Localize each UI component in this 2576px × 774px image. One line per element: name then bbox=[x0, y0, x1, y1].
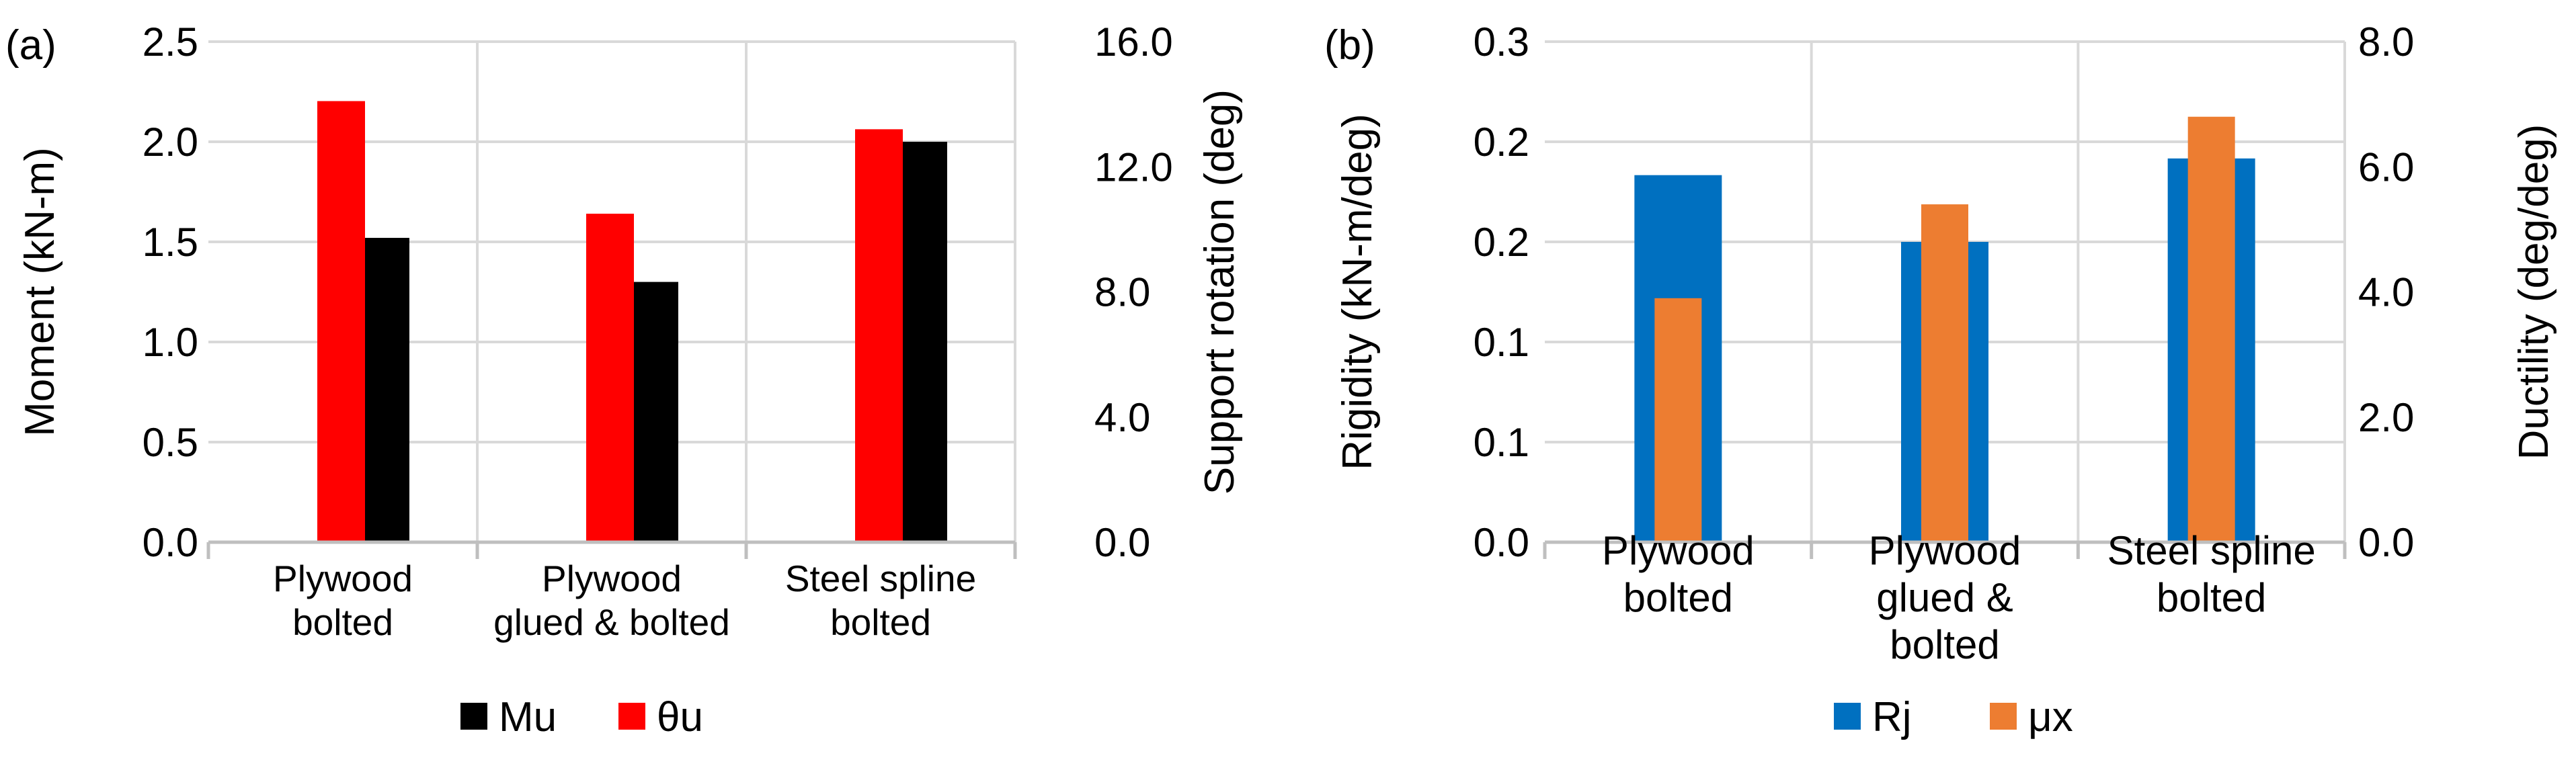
bar-θu-1 bbox=[317, 101, 365, 542]
x-tick-label: Plywood bbox=[273, 558, 413, 599]
y2-tick-label: 0.0 bbox=[2358, 520, 2414, 565]
y2-tick-label: 16.0 bbox=[1094, 19, 1173, 64]
y2-tick-label: 2.0 bbox=[2358, 395, 2414, 440]
y2-axis-title: Support rotation (deg) bbox=[1197, 89, 1243, 494]
x-tick-label: bolted bbox=[2157, 575, 2266, 620]
y2-tick-label: 6.0 bbox=[2358, 144, 2414, 189]
bar-μx-1 bbox=[1654, 298, 1702, 542]
legend-label-Mu: Mu bbox=[499, 694, 557, 740]
x-tick-label: Plywood bbox=[1869, 528, 2021, 573]
panel-label: (b) bbox=[1324, 22, 1375, 69]
y2-tick-label: 8.0 bbox=[1094, 270, 1150, 315]
y-tick-label: 0.0 bbox=[143, 520, 198, 565]
x-tick-label: bolted bbox=[292, 601, 393, 643]
y-tick-label: 0.0 bbox=[1474, 520, 1529, 565]
legend-swatch-μx bbox=[1990, 703, 2017, 730]
y-tick-label: 2.0 bbox=[143, 120, 198, 165]
x-tick-label: Steel spline bbox=[785, 558, 976, 599]
legend-label-μx: μx bbox=[2028, 694, 2073, 740]
y-axis-title: Moment (kN-m) bbox=[17, 147, 63, 437]
x-tick-label: bolted bbox=[830, 601, 931, 643]
y-tick-label: 0.3 bbox=[1474, 19, 1529, 64]
y-tick-label: 1.5 bbox=[143, 220, 198, 265]
bar-μx-3 bbox=[2187, 116, 2235, 542]
y-tick-label: 0.1 bbox=[1474, 420, 1529, 465]
panel-label: (a) bbox=[5, 22, 56, 69]
legend: Mu θu bbox=[460, 694, 703, 740]
legend-label-θu: θu bbox=[657, 694, 703, 740]
y-tick-label: 2.5 bbox=[143, 19, 198, 64]
x-tick-label: Plywood bbox=[1602, 528, 1755, 573]
y-tick-label: 0.2 bbox=[1474, 220, 1529, 265]
y2-tick-label: 12.0 bbox=[1094, 144, 1173, 189]
y-tick-label: 1.0 bbox=[143, 320, 198, 365]
x-tick-label: bolted bbox=[1623, 575, 1733, 620]
chart-panel-a: 0.0 0.5 1.0 1.5 2.0 2.5 0.0 4.0 8.0 12.0 16.0 Plywo… bbox=[5, 19, 1243, 740]
legend-swatch-θu bbox=[618, 703, 645, 730]
x-tick-label: bolted bbox=[1890, 622, 1999, 667]
x-tick-label: Plywood bbox=[542, 558, 682, 599]
bar-μx-2 bbox=[1921, 204, 1968, 542]
legend-swatch-Rj bbox=[1834, 703, 1861, 730]
bar-θu-3 bbox=[855, 129, 903, 542]
bar-θu-2 bbox=[586, 214, 634, 542]
y-tick-label: 0.1 bbox=[1474, 320, 1529, 365]
y-tick-label: 0.5 bbox=[143, 420, 198, 465]
x-tick-label: Steel spline bbox=[2107, 528, 2316, 573]
y2-tick-label: 8.0 bbox=[2358, 19, 2414, 64]
x-tick-label: glued & bolted bbox=[493, 601, 730, 643]
y2-tick-label: 0.0 bbox=[1094, 520, 1150, 565]
legend: Rj μx bbox=[1834, 694, 2073, 740]
chart-panel-b: 0.0 0.1 0.1 0.2 0.2 0.3 0.0 2.0 4.0 6.0 8.0 Plywood… bbox=[1324, 19, 2557, 740]
y2-tick-label: 4.0 bbox=[1094, 395, 1150, 440]
legend-label-Rj: Rj bbox=[1872, 694, 1912, 740]
legend-swatch-Mu bbox=[460, 703, 487, 730]
y-tick-label: 0.2 bbox=[1474, 120, 1529, 165]
y-axis-title: Rigidity (kN-m/deg) bbox=[1334, 114, 1381, 470]
y2-tick-label: 4.0 bbox=[2358, 270, 2414, 315]
y2-axis-title: Ductility (deg/deg) bbox=[2511, 124, 2557, 460]
x-tick-label: glued & bbox=[1876, 575, 2013, 620]
